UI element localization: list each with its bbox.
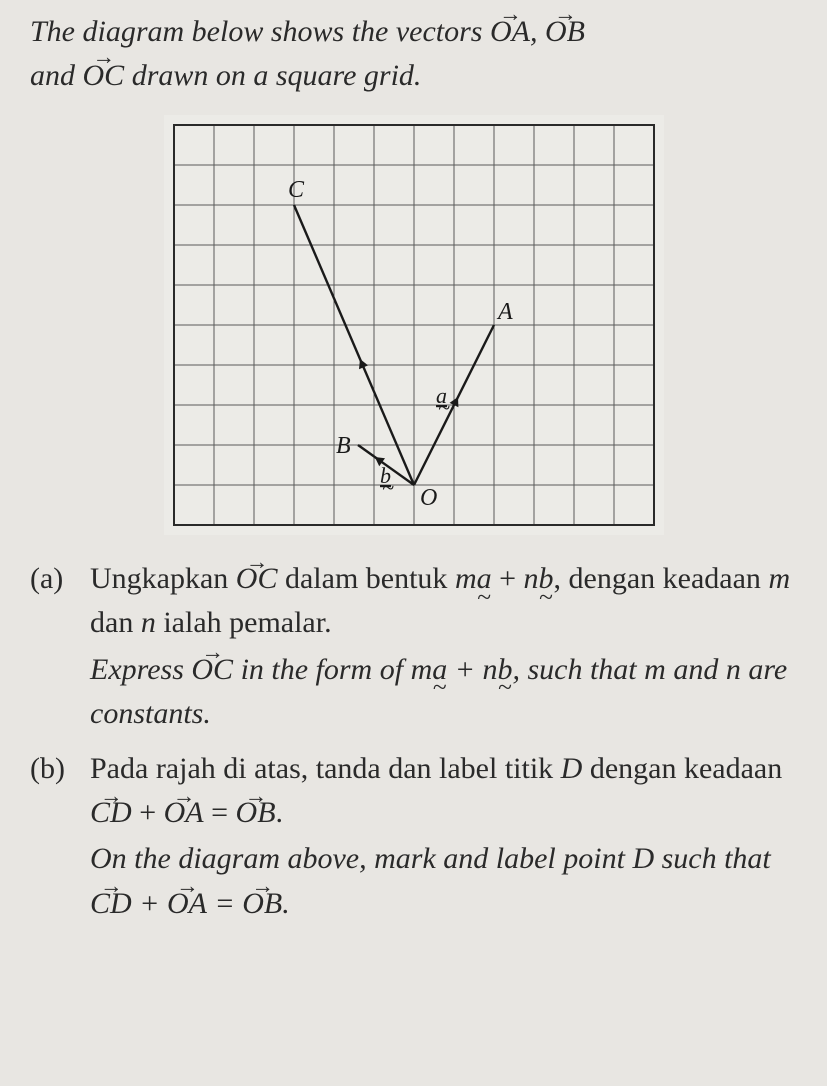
question-intro: The diagram below shows the vectors →OA,… <box>30 10 797 97</box>
vector-ob: →OB <box>545 10 585 54</box>
svg-text:C: C <box>288 177 305 203</box>
qb-english: On the diagram above, mark and label poi… <box>90 837 797 926</box>
question-list: (a) Ungkapkan →OC dalam bentuk ma + nb, … <box>30 557 797 928</box>
svg-text:B: B <box>336 433 351 459</box>
part-label-b: (b) <box>30 747 90 929</box>
vector-oa: →OA <box>490 10 530 54</box>
question-b: (b) Pada rajah di atas, tanda dan label … <box>30 747 797 929</box>
intro-text-2b: drawn on a square grid. <box>132 59 422 92</box>
diagram-container: OABCa~b~ <box>30 115 797 535</box>
question-a: (a) Ungkapkan →OC dalam bentuk ma + nb, … <box>30 557 797 739</box>
qb-malay: Pada rajah di atas, tanda dan label titi… <box>90 747 797 836</box>
svg-text:~: ~ <box>382 475 394 500</box>
vector-diagram: OABCa~b~ <box>164 115 664 535</box>
svg-text:O: O <box>420 485 437 511</box>
part-label-a: (a) <box>30 557 90 739</box>
svg-text:A: A <box>496 299 513 325</box>
qa-english: Express →OC in the form of ma + nb, such… <box>90 648 797 737</box>
intro-text-2a: and <box>30 59 83 92</box>
vector-oc: →OC <box>83 54 125 98</box>
qa-malay: Ungkapkan →OC dalam bentuk ma + nb, deng… <box>90 557 797 646</box>
svg-text:~: ~ <box>438 395 450 420</box>
